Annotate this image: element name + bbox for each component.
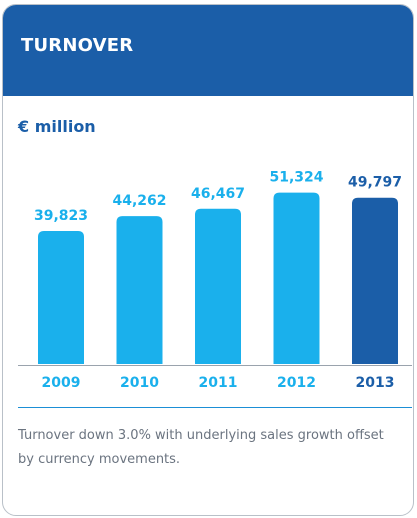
- value-label-2009: 39,823: [34, 208, 88, 224]
- footnote: Turnover down 3.0% with underlying sales…: [18, 428, 384, 467]
- x-tick-label-2011: 2011: [199, 375, 238, 391]
- bar-2011: [195, 208, 241, 364]
- card-header: TURNOVER: [3, 5, 413, 96]
- value-label-2013: 49,797: [348, 175, 402, 191]
- footnote-divider: [18, 407, 412, 408]
- bar-2013: [352, 197, 398, 364]
- unit-label: € million: [18, 117, 96, 136]
- card-title: TURNOVER: [21, 35, 134, 56]
- x-tick-label-2013: 2013: [356, 375, 395, 391]
- bar-2010: [116, 216, 163, 364]
- bar-2012: [273, 192, 320, 364]
- bar-2009: [38, 231, 84, 364]
- value-label-2010: 44,262: [112, 193, 166, 209]
- x-tick-label-2010: 2010: [120, 375, 159, 391]
- value-label-2012: 51,324: [269, 170, 323, 186]
- x-tick-label-2009: 2009: [42, 375, 81, 391]
- value-label-2011: 46,467: [191, 186, 245, 202]
- x-tick-label-2012: 2012: [277, 375, 316, 391]
- x-axis-line: [18, 365, 412, 366]
